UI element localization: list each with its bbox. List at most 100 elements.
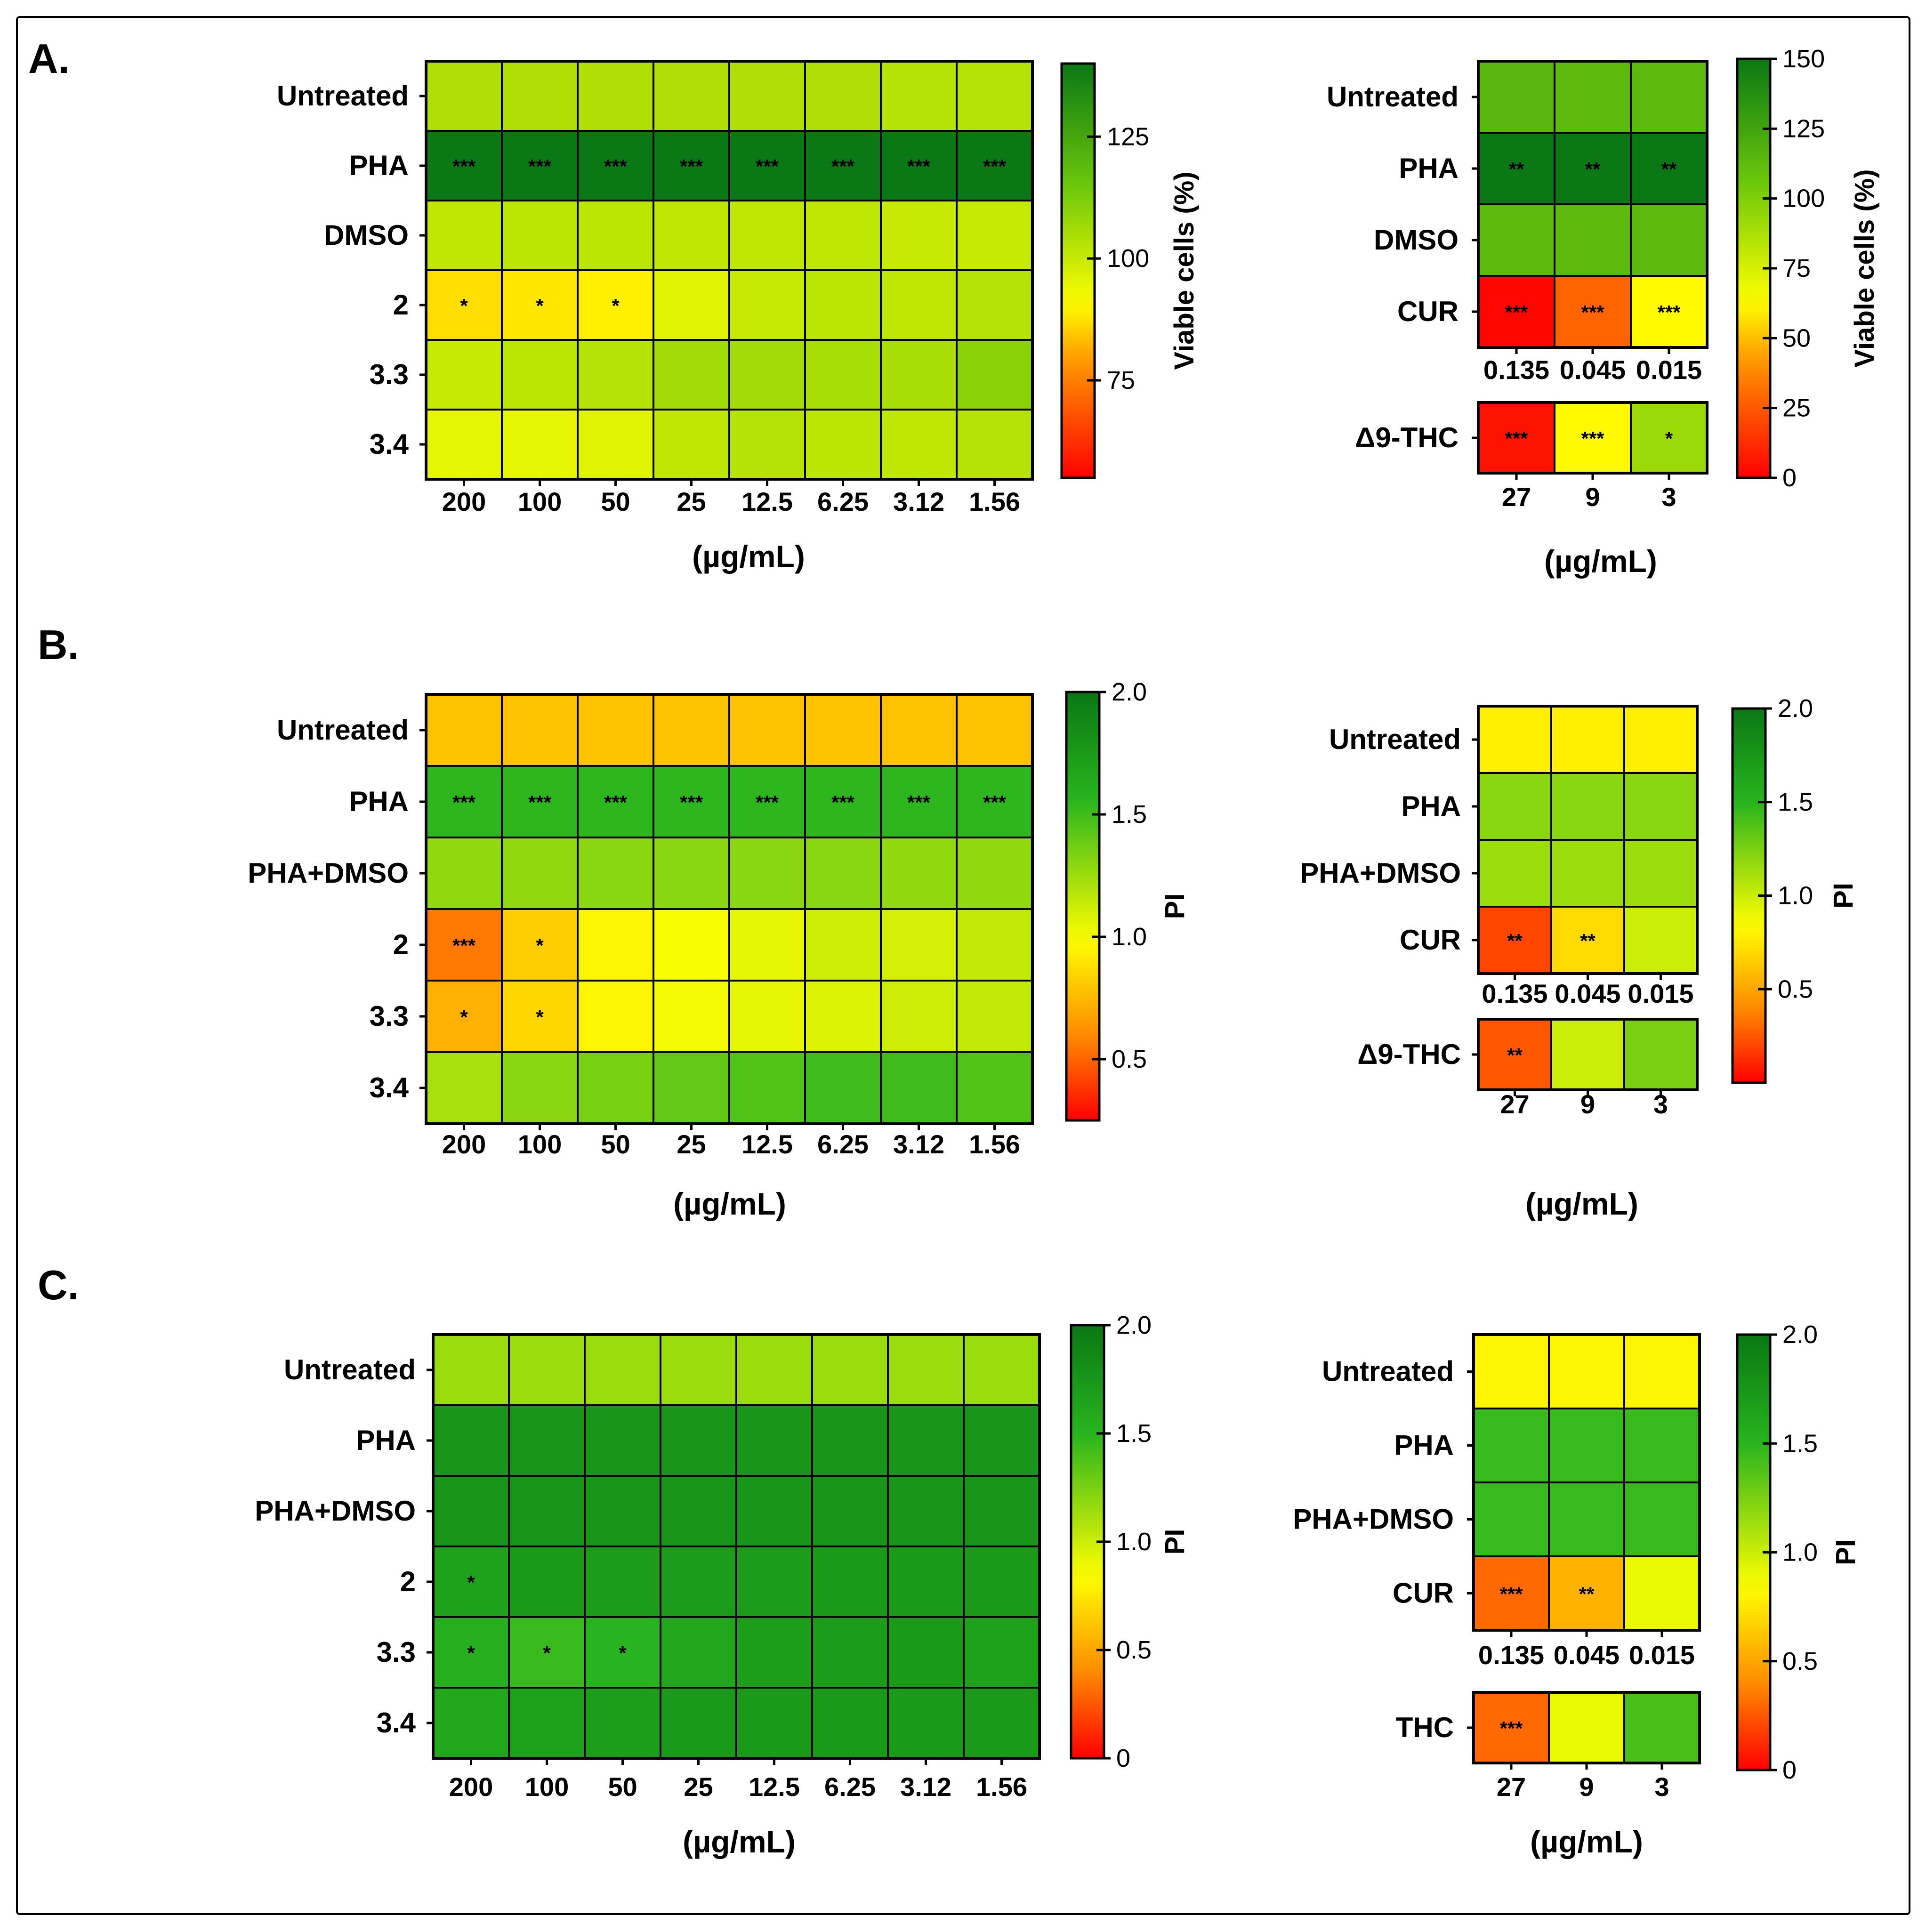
x-axis-title: (µg/mL) [673, 1186, 786, 1221]
heatmap-cell [1473, 1408, 1550, 1483]
heatmap-cell [887, 1404, 965, 1477]
heatmap-cell [432, 1475, 510, 1547]
colorbar-tick-label: 125 [1782, 114, 1825, 143]
row-label: PHA+DMSO [248, 857, 409, 889]
colorbar-title: Viable cells (%) [1849, 169, 1880, 367]
heatmap-cell [735, 1334, 813, 1406]
panel-label: A. [28, 35, 70, 82]
colorbar-tick-label: 0.5 [1778, 975, 1813, 1003]
heatmap-cell [728, 339, 806, 411]
heatmap-cell [1548, 1691, 1625, 1764]
colorbar-tick-label: 1.0 [1778, 882, 1813, 910]
heatmap-cell [577, 200, 654, 271]
colorbar-tick-label: 125 [1107, 122, 1149, 151]
significance-marker: *** [983, 791, 1007, 813]
heatmap-cell [728, 409, 806, 480]
heatmap-cell [804, 980, 882, 1053]
column-tick-label: 3 [1653, 1089, 1668, 1119]
column-tick-label: 200 [449, 1772, 493, 1802]
row-label: DMSO [1374, 224, 1459, 256]
heatmap-cell [1554, 60, 1632, 134]
heatmap-cell [425, 837, 503, 910]
heatmap-cell [1477, 132, 1555, 205]
heatmap-B-right: ** ** Untreated PHA PHA+DMSO CUR 0.135 0.045 0.0… [1300, 694, 1859, 1221]
colorbar-tick-label: 2.0 [1112, 678, 1147, 706]
column-tick-label: 1.56 [969, 487, 1020, 516]
colorbar-tick-label: 2.0 [1116, 1311, 1152, 1339]
panel-label: C. [38, 1262, 79, 1308]
heatmap-cell [880, 1051, 958, 1125]
colorbar-title: PI [1830, 1539, 1861, 1565]
heatmap-cell [432, 1687, 510, 1759]
heatmap-cell [1630, 132, 1708, 205]
heatmap-cell [1473, 1691, 1550, 1764]
heatmap-cell [804, 269, 882, 341]
column-tick-label: 50 [601, 1129, 630, 1159]
heatmap-cell [501, 693, 579, 767]
significance-marker: * [467, 1571, 475, 1594]
significance-marker: ** [1507, 1044, 1523, 1066]
significance-marker: *** [1581, 427, 1604, 450]
heatmap-cell [963, 1687, 1040, 1759]
heatmap-cell [956, 693, 1033, 767]
column-tick-label: 0.135 [1483, 355, 1549, 385]
heatmap-cell [653, 60, 730, 132]
heatmap-cell [1623, 1408, 1700, 1483]
significance-marker: *** [528, 155, 552, 177]
row-label: Δ9-THC [1355, 422, 1459, 453]
heatmap-cell [660, 1546, 737, 1618]
colorbar [1065, 691, 1101, 1122]
heatmap-cell [963, 1546, 1040, 1618]
heatmap-cell [811, 1475, 889, 1547]
heatmap-cell [956, 980, 1033, 1053]
colorbar-tick-label: 0 [1782, 1756, 1797, 1784]
heatmap-cell [804, 130, 882, 201]
column-tick-label: 50 [601, 487, 630, 516]
colorbar-tick-label: 1.5 [1112, 800, 1147, 829]
heatmap-cell [577, 980, 654, 1053]
heatmap-cell [501, 837, 579, 910]
heatmap-cell [432, 1404, 510, 1477]
heatmap-cell [1473, 1481, 1550, 1557]
heatmap-cell [1550, 772, 1625, 841]
heatmap-cell [432, 1616, 510, 1689]
row-label: PHA [1399, 153, 1459, 184]
heatmap-cell [728, 200, 806, 271]
heatmap-B-left: B.*** *** *** *** *** *** *** ****** ** *Untreate… [38, 621, 1190, 1221]
heatmap-cell [1623, 906, 1698, 974]
heatmap-cell [425, 269, 503, 341]
significance-marker: *** [831, 155, 855, 177]
heatmap-cell [1477, 839, 1552, 908]
column-tick-label: 12.5 [741, 1129, 793, 1159]
significance-marker: *** [452, 791, 476, 813]
significance-marker: *** [756, 791, 779, 813]
heatmap-cell [501, 1051, 579, 1125]
heatmap-cell [887, 1546, 965, 1618]
colorbar-tick-label: 2.0 [1778, 694, 1813, 723]
heatmap-cell [425, 409, 503, 480]
significance-marker: *** [680, 791, 703, 813]
heatmap-cell [956, 1051, 1033, 1125]
colorbar-tick-label: 100 [1107, 244, 1149, 273]
heatmap-cell [880, 269, 958, 341]
row-label: CUR [1397, 296, 1459, 327]
significance-marker: *** [452, 155, 476, 177]
heatmap-cell [811, 1404, 889, 1477]
column-tick-label: 1.56 [976, 1772, 1027, 1802]
heatmap-cell [804, 837, 882, 910]
heatmap-cell [728, 980, 806, 1053]
heatmap-cell [1630, 60, 1708, 134]
heatmap-cell [1623, 1691, 1700, 1764]
heatmap-cell [880, 908, 958, 982]
colorbar-tick-label: 1.0 [1782, 1538, 1818, 1567]
outer-border [16, 16, 1910, 1915]
row-label: Untreated [277, 80, 409, 112]
heatmap-cell [501, 200, 579, 271]
heatmap-cell [1477, 402, 1555, 474]
heatmap-cell [1554, 203, 1632, 277]
heatmap-cell [735, 1546, 813, 1618]
heatmap-cell [728, 908, 806, 982]
heatmap-cell [584, 1475, 661, 1547]
row-label: Δ9-THC [1357, 1038, 1461, 1070]
colorbar-tick-label: 1.5 [1778, 788, 1813, 816]
